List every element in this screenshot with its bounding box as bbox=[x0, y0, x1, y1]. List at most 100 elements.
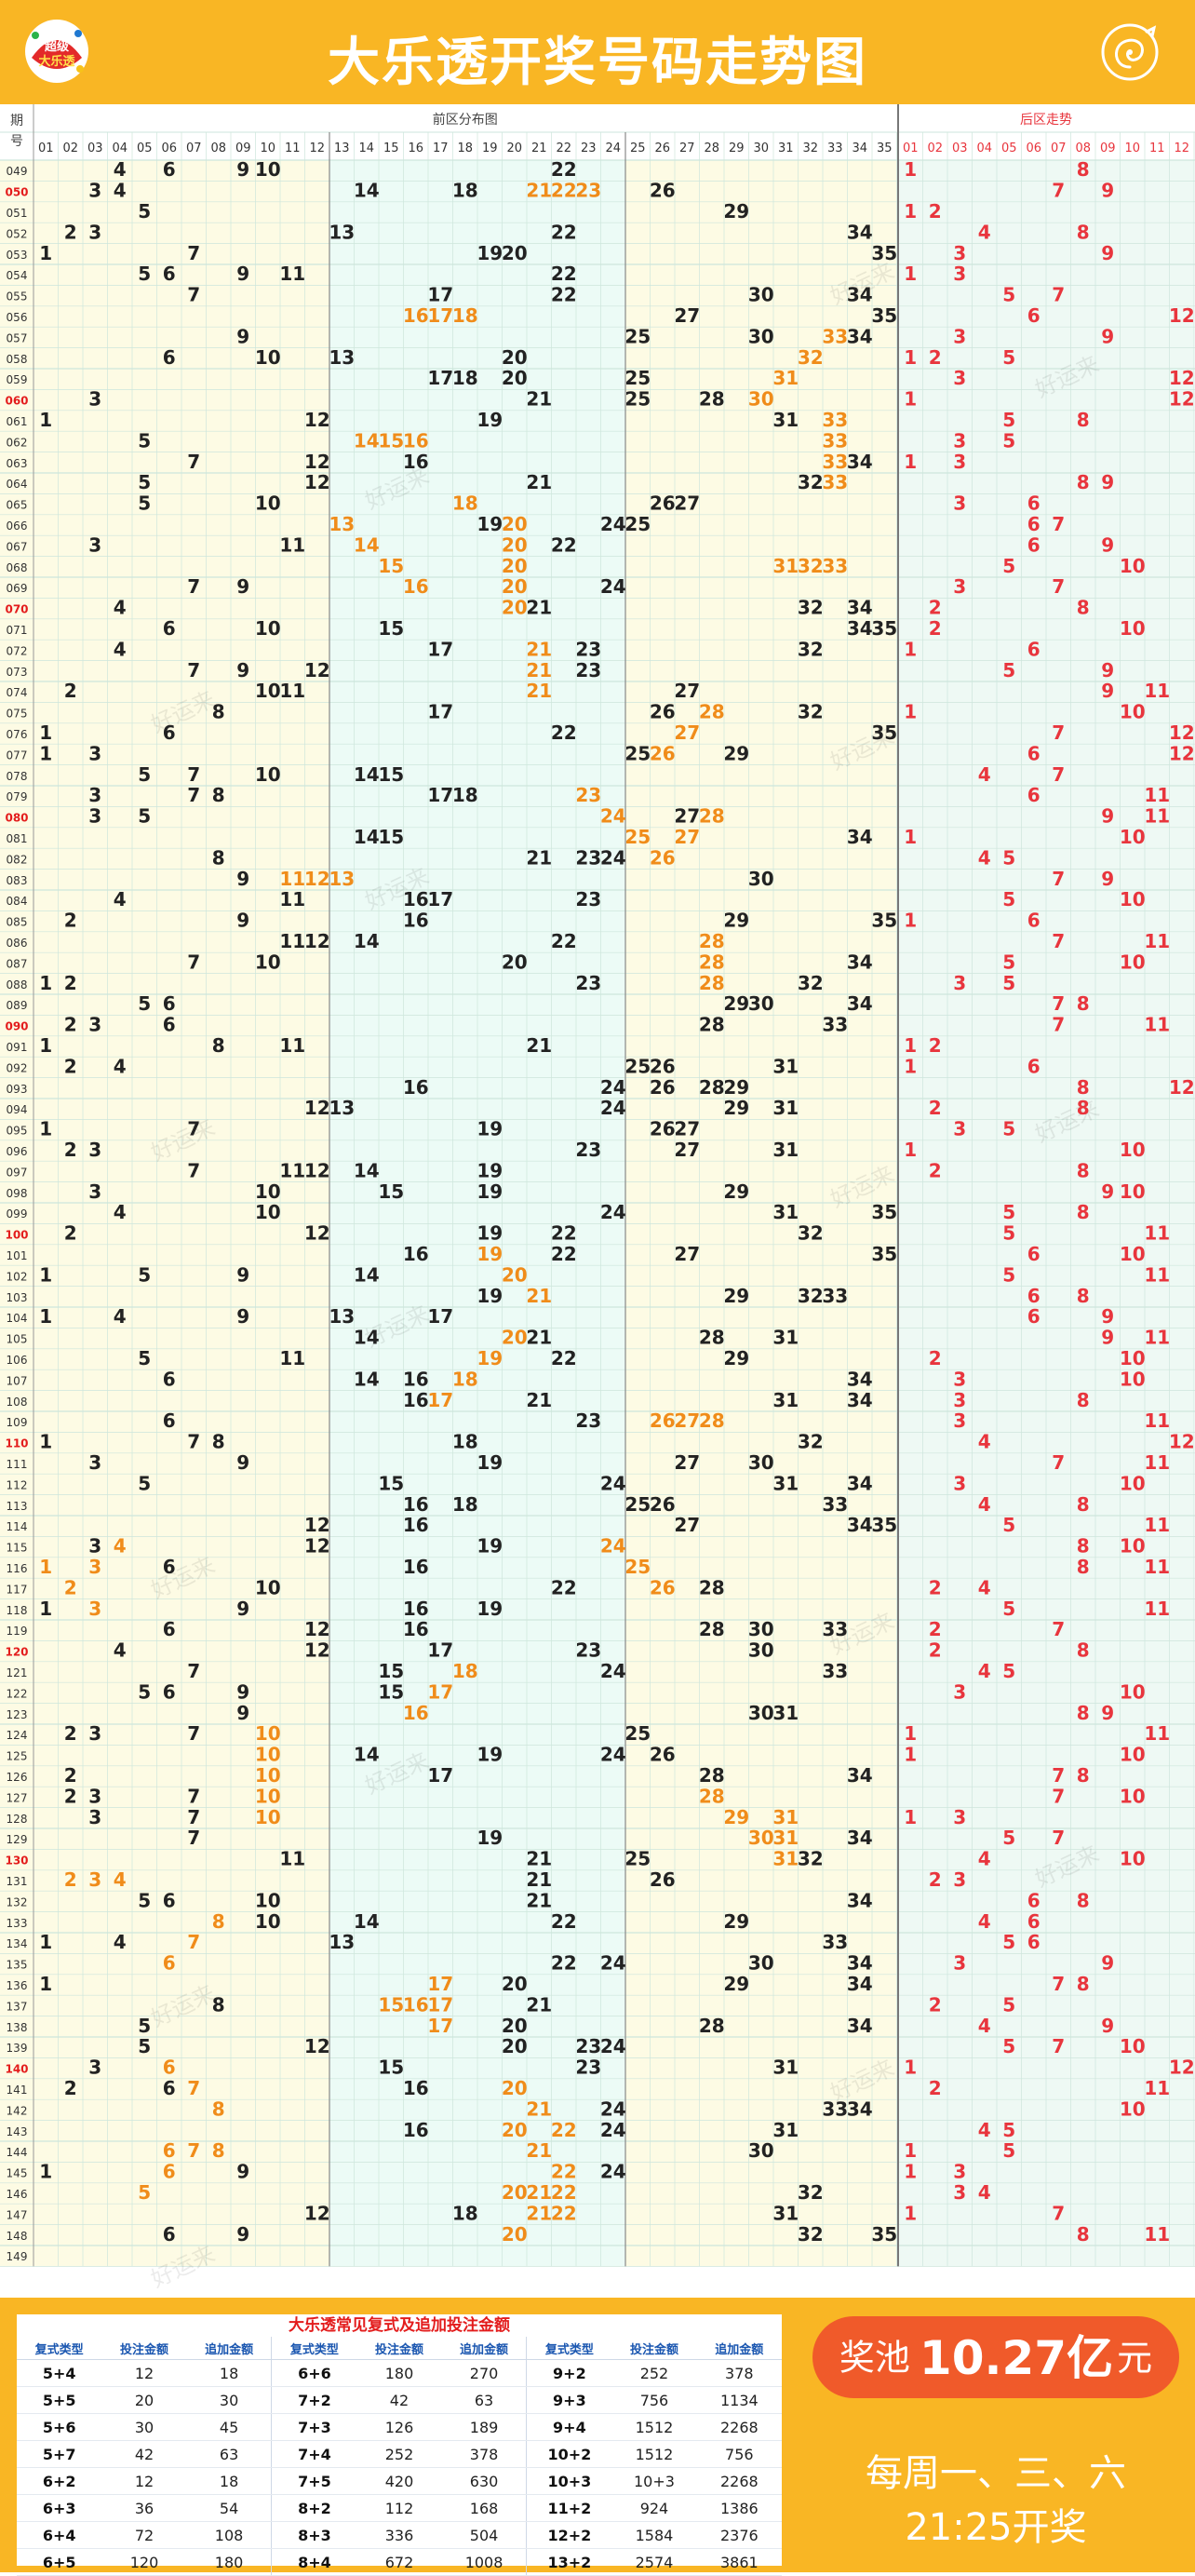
back-ball: 8 bbox=[1077, 992, 1090, 1015]
front-ball: 3 bbox=[88, 533, 101, 556]
front-ball: 2 bbox=[64, 1868, 77, 1891]
front-ball: 7 bbox=[187, 1827, 200, 1849]
front-ball: 21 bbox=[526, 846, 552, 869]
prize-table-body: 5+4 12 18 6+6 180 270 9+2 252 378 5+5 20 30 7+2 42 63 9… bbox=[17, 2359, 782, 2576]
front-ball: 16 bbox=[403, 1702, 429, 1724]
front-ball: 1 bbox=[39, 1305, 52, 1328]
front-ball: 3 bbox=[88, 388, 101, 411]
front-ball: 16 bbox=[403, 304, 429, 327]
front-ball: 1 bbox=[39, 2161, 52, 2183]
back-ball: 11 bbox=[1144, 2223, 1170, 2246]
prize-table-cell: 180 bbox=[356, 2359, 442, 2387]
spiral-refresh-icon[interactable] bbox=[1098, 20, 1161, 84]
front-ball: 22 bbox=[551, 284, 577, 306]
back-ball: 2 bbox=[929, 1097, 942, 1119]
front-ball: 26 bbox=[650, 1868, 676, 1891]
front-ball: 34 bbox=[847, 1514, 873, 1536]
prize-table-cell: 2574 bbox=[611, 2548, 697, 2576]
issue-number: 108 bbox=[7, 1396, 28, 1409]
prize-table-cell: 72 bbox=[101, 2521, 187, 2549]
front-ball: 3 bbox=[88, 1014, 101, 1036]
prize-table-cell: 5+6 bbox=[17, 2413, 102, 2441]
front-ball: 4 bbox=[114, 1535, 127, 1558]
front-ball: 7 bbox=[187, 1806, 200, 1828]
front-ball: 12 bbox=[304, 930, 330, 952]
front-ball: 28 bbox=[699, 930, 725, 952]
front-ball: 3 bbox=[88, 2057, 101, 2079]
back-ball: 3 bbox=[953, 1472, 966, 1494]
front-ball: 6 bbox=[163, 263, 176, 285]
front-ball: 33 bbox=[822, 1931, 848, 1953]
issue-number: 137 bbox=[7, 2000, 28, 2013]
prize-table-cell: 12+2 bbox=[526, 2521, 612, 2549]
front-col-header: 16 bbox=[408, 142, 423, 155]
front-ball: 17 bbox=[427, 1993, 453, 2016]
issue-number: 093 bbox=[7, 1083, 28, 1096]
back-ball: 11 bbox=[1144, 1722, 1170, 1745]
back-ball: 9 bbox=[1101, 325, 1114, 347]
draw-days: 每周一、三、六 bbox=[866, 2452, 1126, 2495]
front-ball: 24 bbox=[600, 1472, 626, 1494]
front-ball: 16 bbox=[403, 1368, 429, 1390]
front-ball: 17 bbox=[427, 784, 453, 806]
front-ball: 31 bbox=[772, 1702, 799, 1724]
front-ball: 16 bbox=[403, 1556, 429, 1578]
issue-number: 102 bbox=[7, 1270, 28, 1283]
front-ball: 6 bbox=[163, 2161, 176, 2183]
front-ball: 26 bbox=[650, 1576, 676, 1598]
back-ball: 10 bbox=[1120, 1139, 1146, 1161]
front-ball: 34 bbox=[847, 1472, 873, 1494]
prize-table-cell: 336 bbox=[356, 2521, 442, 2549]
prize-table-cell: 1008 bbox=[441, 2548, 527, 2576]
prize-table-cell: 1584 bbox=[611, 2521, 697, 2549]
back-ball: 5 bbox=[1002, 1827, 1015, 1849]
front-ball: 32 bbox=[798, 597, 824, 619]
front-ball: 8 bbox=[212, 1910, 225, 1933]
issue-number: 089 bbox=[7, 999, 28, 1012]
front-ball: 28 bbox=[699, 388, 725, 411]
front-ball: 20 bbox=[502, 242, 528, 264]
issue-number: 135 bbox=[7, 1959, 28, 1972]
front-ball: 20 bbox=[502, 1973, 528, 1995]
front-ball: 21 bbox=[526, 388, 552, 411]
front-ball: 22 bbox=[551, 263, 577, 285]
issue-number: 070 bbox=[5, 603, 28, 616]
front-ball: 10 bbox=[255, 158, 281, 181]
back-ball: 1 bbox=[904, 1722, 917, 1745]
issue-number: 121 bbox=[7, 1666, 28, 1679]
issue-number: 092 bbox=[7, 1061, 28, 1074]
front-ball: 25 bbox=[624, 742, 651, 764]
back-ball: 6 bbox=[1027, 638, 1041, 660]
issue-number: 078 bbox=[7, 770, 28, 783]
back-ball: 6 bbox=[1027, 910, 1041, 932]
front-ball: 31 bbox=[772, 2119, 799, 2141]
prize-table-cell: 1512 bbox=[611, 2413, 697, 2441]
back-ball: 10 bbox=[1120, 1472, 1146, 1494]
prize-table-cell: 45 bbox=[186, 2413, 272, 2441]
front-col-header: 26 bbox=[654, 142, 670, 155]
back-ball: 1 bbox=[904, 451, 917, 473]
front-ball: 23 bbox=[575, 1139, 601, 1161]
front-ball: 30 bbox=[748, 1702, 774, 1724]
back-ball: 11 bbox=[1144, 1514, 1170, 1536]
back-ball: 7 bbox=[1052, 868, 1065, 890]
issue-number: 134 bbox=[7, 1937, 28, 1950]
front-ball: 21 bbox=[526, 1034, 552, 1057]
front-ball: 29 bbox=[723, 1285, 749, 1307]
back-ball: 10 bbox=[1120, 2097, 1146, 2120]
issue-number: 143 bbox=[7, 2125, 28, 2138]
back-ball: 10 bbox=[1120, 1347, 1146, 1369]
front-ball: 19 bbox=[477, 1118, 503, 1140]
front-ball: 11 bbox=[279, 1848, 305, 1870]
issue-number: 085 bbox=[7, 916, 28, 929]
back-ball: 10 bbox=[1120, 1680, 1146, 1703]
issue-number: 096 bbox=[7, 1145, 28, 1158]
front-ball: 14 bbox=[354, 1159, 380, 1181]
back-ball: 8 bbox=[1077, 1973, 1090, 1995]
front-ball: 5 bbox=[138, 429, 151, 452]
prize-table-row: 5+7 42 63 7+4 252 378 10+2 1512 756 bbox=[17, 2440, 782, 2468]
back-ball: 11 bbox=[1144, 1222, 1170, 1245]
front-ball: 5 bbox=[138, 763, 151, 786]
front-ball: 9 bbox=[236, 1451, 249, 1474]
front-col-header: 21 bbox=[531, 142, 547, 155]
